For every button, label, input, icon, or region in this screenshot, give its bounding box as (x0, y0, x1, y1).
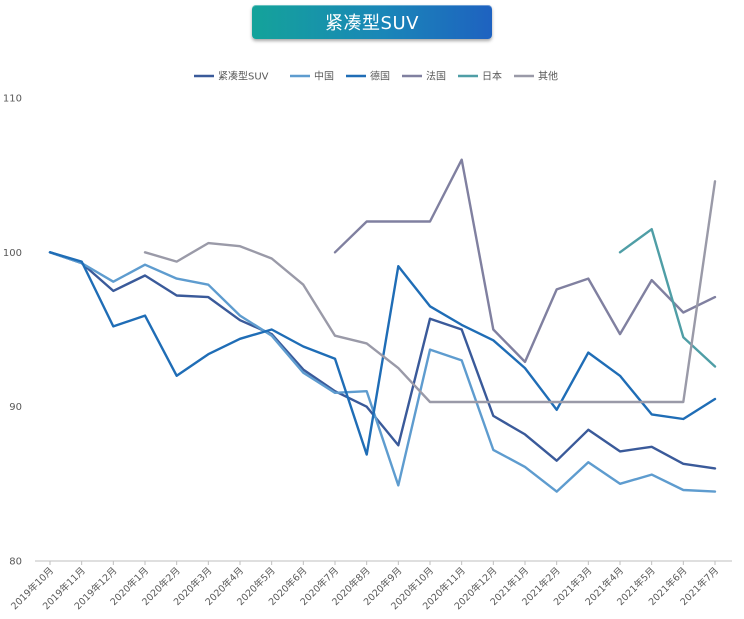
series-line-5 (618, 228, 717, 368)
y-tick-label: 110 (3, 94, 22, 105)
series-line-1 (48, 251, 717, 470)
legend-label: 日本 (482, 70, 502, 83)
series-line-4 (333, 158, 717, 364)
chart-title-banner: 紧凑型SUV (252, 5, 492, 39)
y-tick-label: 80 (9, 557, 22, 568)
legend-label: 其他 (538, 70, 558, 83)
series-line-3 (48, 251, 717, 456)
series-line-2 (48, 251, 717, 493)
legend-label: 紧凑型SUV (218, 70, 269, 83)
legend-label: 中国 (314, 70, 334, 83)
series-line-6 (143, 180, 717, 404)
chart-title: 紧凑型SUV (325, 13, 419, 34)
y-tick-label: 90 (9, 402, 22, 413)
legend-label: 德国 (370, 70, 390, 83)
legend-label: 法国 (426, 70, 446, 83)
y-tick-label: 100 (3, 248, 22, 259)
